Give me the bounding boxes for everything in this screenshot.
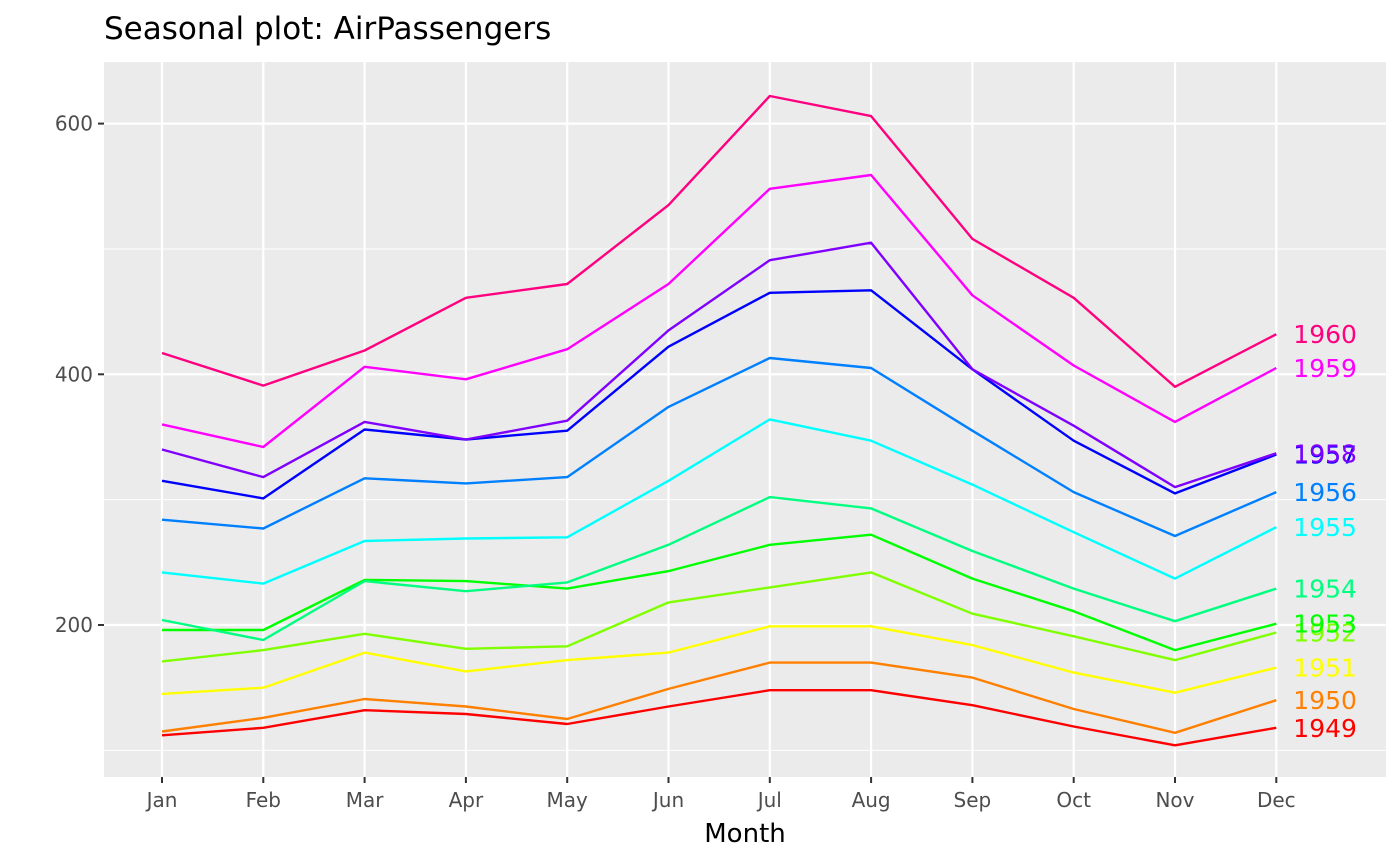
x-axis-title: Month xyxy=(704,819,786,849)
series-label-1950: 1950 xyxy=(1293,686,1357,715)
series-line-1950 xyxy=(161,661,1277,734)
series-label-1959: 1959 xyxy=(1293,354,1357,383)
series-label-1952: 1952 xyxy=(1293,619,1357,648)
series-label-1958: 1958 xyxy=(1293,439,1357,468)
x-tick-label: Nov xyxy=(1155,788,1194,812)
x-tick-label: Jul xyxy=(756,788,782,812)
x-tick-label: Oct xyxy=(1056,788,1091,812)
y-tick-label: 600 xyxy=(55,112,93,136)
series-label-1951: 1951 xyxy=(1293,654,1357,683)
series-label-1956: 1956 xyxy=(1293,478,1357,507)
x-tick-label: Jun xyxy=(651,788,684,812)
y-axis: 200 400 600 xyxy=(55,112,104,637)
x-tick-label: Apr xyxy=(449,788,484,812)
series-line-1954 xyxy=(161,495,1277,642)
series-lines xyxy=(161,94,1277,747)
series-line-1956 xyxy=(161,356,1277,538)
x-tick-label: Feb xyxy=(246,788,281,812)
series-label-1954: 1954 xyxy=(1293,575,1357,604)
x-axis: Jan Feb Mar Apr May Jun Jul Aug Sep Oct Nov Dec xyxy=(145,777,1296,812)
series-line-1960 xyxy=(161,94,1277,388)
series-line-1949 xyxy=(161,689,1277,747)
x-tick-label: Sep xyxy=(954,788,992,812)
minor-gridlines xyxy=(104,248,1386,751)
series-line-1955 xyxy=(161,418,1277,585)
y-tick-label: 200 xyxy=(55,613,93,637)
series-label-1957: 1957 xyxy=(1293,441,1357,470)
x-tick-label: May xyxy=(547,788,589,812)
chart-title: Seasonal plot: AirPassengers xyxy=(104,11,551,47)
series-line-1951 xyxy=(161,625,1277,696)
x-tick-label: Jan xyxy=(145,788,178,812)
series-label-1955: 1955 xyxy=(1293,513,1357,542)
x-tick-label: Dec xyxy=(1257,788,1296,812)
x-tick-label: Mar xyxy=(346,788,385,812)
y-tick-label: 400 xyxy=(55,362,93,386)
series-line-1957 xyxy=(161,289,1277,500)
series-label-1949: 1949 xyxy=(1293,714,1357,743)
series-label-1960: 1960 xyxy=(1293,320,1357,349)
x-tick-label: Aug xyxy=(852,788,891,812)
series-line-1953 xyxy=(162,533,1277,652)
series-line-1952 xyxy=(161,571,1277,663)
series-label-1953: 1953 xyxy=(1293,610,1357,639)
series-line-1959 xyxy=(161,173,1277,449)
series-line-1958 xyxy=(161,241,1277,489)
